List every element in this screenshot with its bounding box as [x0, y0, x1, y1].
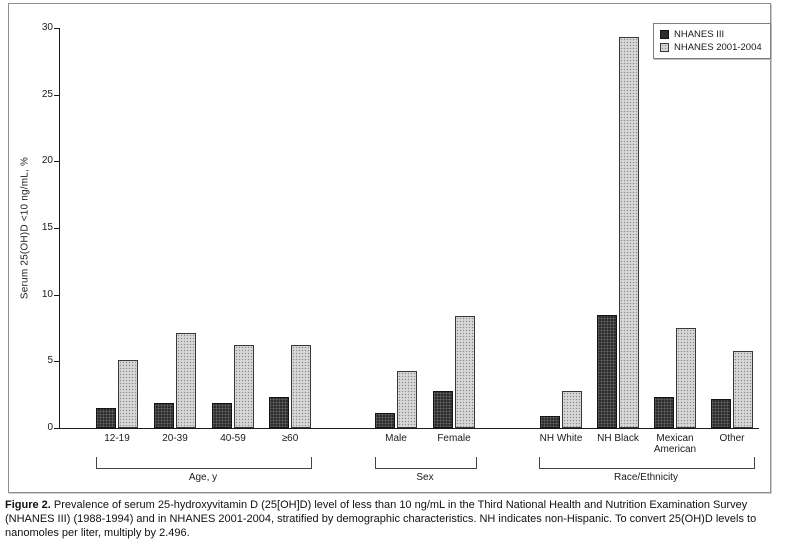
x-category-label: NH White — [539, 433, 583, 444]
bar-nhanes-iii-other — [711, 399, 731, 428]
bar-nhanes-iii-nh-black — [597, 315, 617, 428]
bar-nhanes-2001-2004-60 — [291, 345, 311, 428]
legend-label-nhanes-2001-2004: NHANES 2001-2004 — [674, 42, 762, 53]
bar-nhanes-iii-40-59 — [212, 403, 232, 428]
y-tick-mark — [54, 28, 59, 29]
bar-nhanes-iii-12-19 — [96, 408, 116, 428]
x-category-label: ≥60 — [281, 433, 299, 444]
bar-nhanes-2001-2004-male — [397, 371, 417, 428]
group-bracket-sex — [375, 457, 477, 469]
x-category-label: 40-59 — [220, 433, 246, 444]
figure-frame: Serum 25(OH)D <10 ng/mL, % NHANES III NH… — [8, 3, 771, 493]
legend-swatch-nhanes-iii-icon — [660, 30, 669, 39]
y-tick-label: 30 — [41, 22, 53, 33]
group-label-race-ethnicity: Race/Ethnicity — [614, 472, 678, 483]
legend-swatch-nhanes-2001-2004-icon — [660, 43, 669, 52]
bar-nhanes-iii-60 — [269, 397, 289, 428]
legend-item-nhanes-iii: NHANES III — [660, 28, 762, 41]
y-tick-mark — [54, 228, 59, 229]
y-tick-label: 25 — [41, 89, 53, 100]
bar-nhanes-2001-2004-other — [733, 351, 753, 428]
x-category-label: Male — [385, 433, 407, 444]
y-tick-mark — [54, 95, 59, 96]
group-label-age-y: Age, y — [188, 472, 218, 483]
y-tick-label: 10 — [41, 289, 53, 300]
group-label-sex: Sex — [416, 472, 434, 483]
bar-nhanes-iii-nh-white — [540, 416, 560, 428]
bar-nhanes-2001-2004-40-59 — [234, 345, 254, 428]
y-tick-mark — [54, 295, 59, 296]
y-tick-label: 20 — [41, 155, 53, 166]
x-category-label: NH Black — [597, 433, 639, 444]
legend-item-nhanes-2001-2004: NHANES 2001-2004 — [660, 41, 762, 54]
legend-label-nhanes-iii: NHANES III — [674, 29, 725, 40]
x-category-label: Female — [437, 433, 471, 444]
legend: NHANES III NHANES 2001-2004 — [653, 23, 771, 59]
x-category-label: 12-19 — [104, 433, 130, 444]
y-axis-line — [59, 28, 60, 429]
y-tick-label: 15 — [41, 222, 53, 233]
bar-nhanes-iii-male — [375, 413, 395, 428]
x-category-label: Other — [719, 433, 745, 444]
bar-nhanes-2001-2004-nh-black — [619, 37, 639, 428]
y-tick-mark — [54, 428, 59, 429]
bar-nhanes-2001-2004-mexican-american — [676, 328, 696, 428]
chart-area: Serum 25(OH)D <10 ng/mL, % NHANES III NH… — [9, 4, 771, 492]
x-category-label: Mexican American — [653, 433, 697, 455]
bar-nhanes-2001-2004-20-39 — [176, 333, 196, 428]
group-bracket-age-y — [96, 457, 312, 469]
caption-text: Prevalence of serum 25-hydroxyvitamin D … — [5, 499, 757, 539]
bar-nhanes-2001-2004-female — [455, 316, 475, 428]
x-category-label: 20-39 — [162, 433, 188, 444]
bar-nhanes-iii-mexican-american — [654, 397, 674, 428]
y-tick-mark — [54, 361, 59, 362]
bar-nhanes-iii-female — [433, 391, 453, 428]
y-tick-mark — [54, 161, 59, 162]
y-tick-label: 0 — [47, 422, 53, 433]
y-tick-label: 5 — [47, 355, 53, 366]
x-axis-line — [59, 428, 759, 429]
caption-figure-label: Figure 2. — [5, 499, 51, 511]
group-bracket-race-ethnicity — [539, 457, 755, 469]
bar-nhanes-2001-2004-nh-white — [562, 391, 582, 428]
caption: Figure 2. Prevalence of serum 25-hydroxy… — [5, 498, 796, 540]
bar-nhanes-2001-2004-12-19 — [118, 360, 138, 428]
bar-nhanes-iii-20-39 — [154, 403, 174, 428]
